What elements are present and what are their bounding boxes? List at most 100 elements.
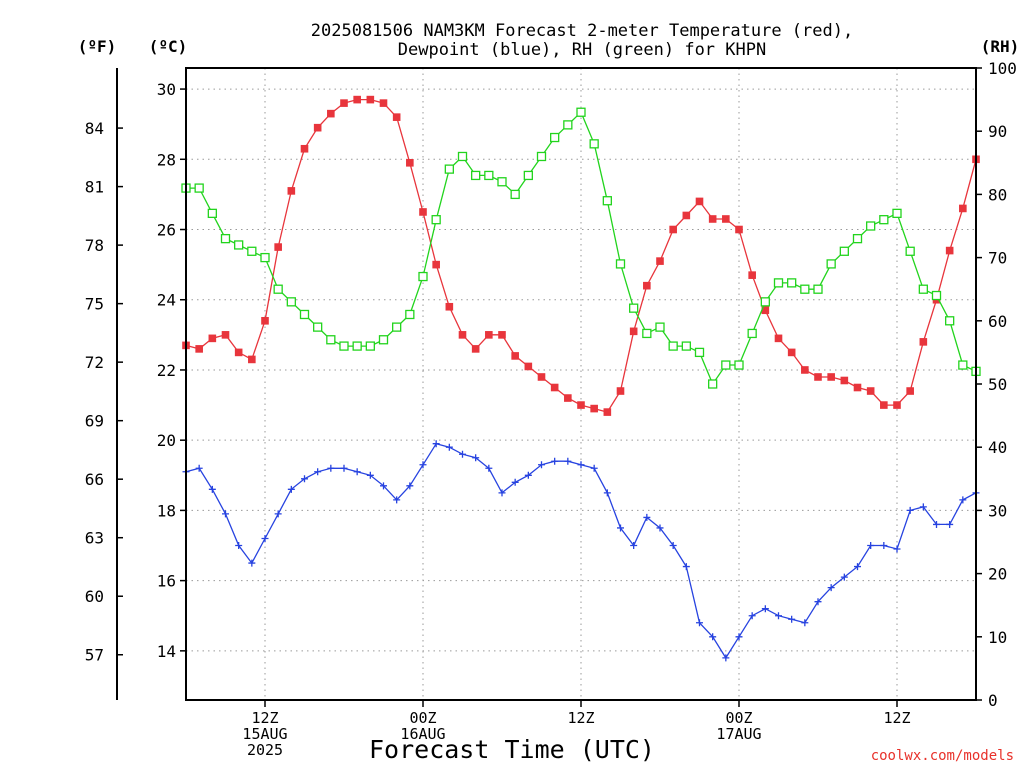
tick-label-rh-30: 30 <box>988 501 1007 520</box>
temperature-point <box>221 331 230 339</box>
tick-label-rh-100: 100 <box>988 59 1017 78</box>
dewpoint-point <box>696 619 703 627</box>
temperature-point <box>485 331 493 339</box>
dewpoint-point <box>656 524 664 532</box>
rh-point <box>378 335 389 345</box>
rh-point <box>945 316 955 326</box>
rh-point <box>220 233 231 244</box>
dewpoint-point <box>959 496 967 504</box>
rh-point <box>747 328 757 339</box>
temperature-point <box>669 225 677 234</box>
dewpoint-point <box>946 520 954 528</box>
dewpoint-point <box>854 563 861 571</box>
rh-point <box>365 341 375 351</box>
temperature-point <box>471 345 480 353</box>
tick-label-fahrenheit-63: 63 <box>85 529 104 548</box>
temperature-point <box>695 197 704 206</box>
dewpoint-point <box>432 440 440 448</box>
tick-label-rh-90: 90 <box>988 122 1007 141</box>
rh-point <box>813 284 823 294</box>
dewpoint-point <box>775 612 782 620</box>
dewpoint-point <box>630 542 638 550</box>
tick-label-rh-0: 0 <box>988 691 998 710</box>
dewpoint-point <box>445 443 453 451</box>
chart-title-line-1: 2025081506 NAM3KM Forecast 2-meter Tempe… <box>311 21 853 41</box>
rh-point <box>773 278 784 288</box>
temperature-point <box>445 302 454 311</box>
temperature-point <box>616 387 625 395</box>
dewpoint-point <box>682 563 690 571</box>
dewpoint-point <box>208 485 216 493</box>
dewpoint-point <box>590 464 598 472</box>
rh-point <box>392 322 402 332</box>
rh-point <box>655 322 665 332</box>
tick-label-fahrenheit-72: 72 <box>85 353 104 372</box>
tick-label-time-0-0: 12Z <box>251 709 278 727</box>
temperature-point <box>366 95 375 104</box>
rh-point <box>497 177 507 187</box>
data-series <box>181 95 981 662</box>
rh-point <box>444 164 454 174</box>
temperature-point <box>379 99 388 107</box>
tick-label-time-3-0: 00Z <box>725 709 752 727</box>
tick-label-rh-10: 10 <box>988 628 1007 647</box>
rh-point <box>523 170 533 181</box>
temperature-point <box>537 373 546 381</box>
rh-point <box>694 347 705 358</box>
rh-point <box>826 259 836 269</box>
dewpoint-point <box>195 464 203 472</box>
temperature-point <box>248 355 256 364</box>
tick-label-rh-50: 50 <box>988 375 1007 394</box>
dewpoint-point <box>498 489 506 497</box>
temperature-point <box>722 215 730 223</box>
tick-label-celsius-18: 18 <box>157 501 176 520</box>
dewpoint-point <box>735 633 743 641</box>
temperature-point <box>801 366 809 374</box>
temperature-point <box>577 401 585 409</box>
rh-point <box>958 360 968 370</box>
temperature-point <box>392 113 401 121</box>
dewpoint-point <box>340 464 348 472</box>
temperature-point <box>353 95 361 104</box>
temperature-point <box>550 383 559 392</box>
dewpoint-point <box>814 598 822 606</box>
tick-label-rh-20: 20 <box>988 565 1007 584</box>
dewpoint-point <box>380 482 387 490</box>
tick-label-celsius-16: 16 <box>157 572 176 591</box>
tick-label-fahrenheit-60: 60 <box>85 587 104 606</box>
rh-point <box>326 335 336 345</box>
dewpoint-point <box>327 464 335 472</box>
rh-point <box>484 170 494 181</box>
rh-point <box>918 284 928 294</box>
tick-label-celsius-30: 30 <box>157 80 176 99</box>
temperature-point <box>340 99 348 107</box>
tick-label-rh-70: 70 <box>988 249 1007 268</box>
rh-point <box>734 360 744 370</box>
rh-point <box>273 284 283 294</box>
rh-point <box>352 341 362 351</box>
rh-point <box>800 284 810 294</box>
rh-point <box>602 196 612 206</box>
temperature-point <box>287 187 296 195</box>
tick-label-fahrenheit-84: 84 <box>85 119 104 138</box>
tick-label-rh-40: 40 <box>988 438 1007 457</box>
tick-label-rh-80: 80 <box>988 185 1007 204</box>
dewpoint-point <box>393 496 401 504</box>
dewpoint-point <box>551 457 559 465</box>
temperature-point <box>274 243 282 251</box>
temperature-point <box>748 271 756 279</box>
dewpoint-point <box>906 506 914 514</box>
dewpoint-point <box>472 454 480 462</box>
rh-point <box>536 151 547 162</box>
dewpoint-point <box>748 612 756 620</box>
dewpoint-point <box>867 542 875 550</box>
temperature-point <box>208 334 217 343</box>
dewpoint-point <box>709 633 717 641</box>
tick-label-time-2-0: 12Z <box>567 709 594 727</box>
temperature-point <box>774 334 783 343</box>
dewpoint-point <box>222 510 229 518</box>
tick-label-celsius-24: 24 <box>157 291 176 310</box>
rh-point <box>615 259 626 269</box>
rh-point <box>563 120 573 130</box>
temperature-point <box>880 401 888 409</box>
